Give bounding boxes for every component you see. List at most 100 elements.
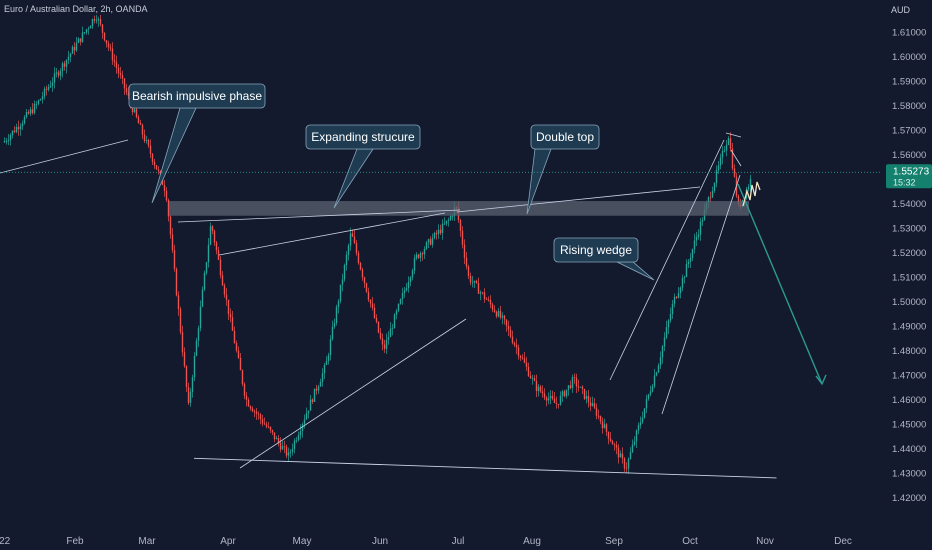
- candle-body: [301, 424, 304, 432]
- candle-body: [21, 123, 24, 127]
- candle-body: [539, 386, 542, 392]
- candle-body: [173, 250, 176, 269]
- double-top-line: [725, 132, 742, 138]
- candle-body: [23, 117, 26, 124]
- candle-body: [585, 395, 588, 399]
- trendlines-layer: [0, 132, 827, 479]
- candle-body: [295, 440, 298, 441]
- candle-body: [689, 257, 692, 262]
- candle-body: [719, 157, 722, 166]
- candle-body: [205, 262, 208, 273]
- candle-body: [189, 391, 192, 403]
- time-axis[interactable]: 2022 Feb Mar Apr May Jun Jul Aug Sep Oct Nov Dec: [0, 536, 852, 547]
- candle-body: [695, 236, 698, 241]
- candle-body: [117, 67, 120, 74]
- candle-body: [71, 46, 74, 54]
- candle-body: [391, 328, 394, 329]
- candle-body: [273, 432, 276, 440]
- candle-body: [533, 378, 536, 381]
- candle-body: [599, 416, 602, 422]
- candle-body: [461, 230, 464, 245]
- candle-body: [317, 386, 320, 391]
- candle-body: [421, 253, 424, 255]
- candle-body: [509, 329, 512, 337]
- candle-body: [15, 127, 18, 133]
- candle-body: [465, 257, 468, 267]
- candle-body: [19, 126, 22, 130]
- candle-body: [541, 391, 544, 394]
- candle-body: [661, 346, 664, 358]
- candle-body: [665, 327, 668, 338]
- candle-body: [165, 190, 168, 201]
- price-tick-label: 1.42000: [892, 493, 926, 504]
- candle-body: [479, 292, 482, 294]
- candle-body: [97, 19, 100, 21]
- candle-body: [595, 407, 598, 416]
- price-tick-label: 1.54000: [892, 199, 926, 210]
- candle-body: [37, 100, 40, 104]
- candle-body: [199, 306, 202, 329]
- candle-body: [653, 375, 656, 387]
- price-axis[interactable]: 1.61000 1.60000 1.59000 1.58000 1.57000 1.560…: [892, 28, 926, 505]
- candle-body: [211, 226, 214, 231]
- candle-body: [519, 355, 522, 358]
- candle-body: [451, 215, 454, 217]
- candle-body: [643, 408, 646, 418]
- candle-body: [697, 234, 700, 237]
- projection-arrow-head: [815, 374, 827, 386]
- candle-body: [5, 141, 8, 142]
- candle-body: [61, 63, 64, 71]
- candle-body: [153, 161, 156, 166]
- candle-body: [49, 85, 52, 88]
- candle-body: [209, 226, 212, 245]
- candle-body: [679, 287, 682, 294]
- candle-body: [387, 337, 390, 340]
- candle-body: [523, 358, 526, 363]
- candle-body: [217, 250, 220, 260]
- candle-body: [529, 376, 532, 379]
- candle-body: [347, 245, 350, 255]
- candle-body: [367, 291, 370, 300]
- candle-body: [485, 298, 488, 300]
- candle-body: [171, 234, 174, 251]
- candle-body: [385, 339, 388, 349]
- candle-body: [543, 393, 546, 398]
- candle-body: [55, 72, 58, 74]
- candle-body: [337, 301, 340, 308]
- candle-body: [403, 290, 406, 294]
- candle-body: [239, 357, 242, 371]
- candle-body: [637, 425, 640, 431]
- candle-body: [431, 238, 434, 245]
- candle-body: [511, 336, 514, 343]
- candle-body: [641, 417, 644, 423]
- candle-body: [445, 220, 448, 224]
- candle-body: [123, 78, 126, 89]
- candle-body: [359, 263, 362, 270]
- candle-body: [405, 288, 408, 291]
- time-tick-label: Feb: [66, 536, 84, 547]
- candle-body: [573, 377, 576, 378]
- candle-body: [417, 254, 420, 258]
- candle-body: [601, 421, 604, 429]
- candle-body: [215, 242, 218, 251]
- candle-body: [65, 59, 68, 67]
- candle-body: [433, 232, 436, 239]
- candle-body: [333, 323, 336, 327]
- candle-body: [619, 453, 622, 458]
- candle-body: [11, 130, 14, 136]
- candle-body: [141, 124, 144, 135]
- candle-body: [235, 343, 238, 351]
- candle-body: [195, 340, 198, 356]
- candle-body: [139, 123, 142, 125]
- candle-body: [713, 183, 716, 191]
- candle-body: [115, 62, 118, 68]
- candle-body: [579, 386, 582, 388]
- time-tick-label: Sep: [605, 536, 623, 547]
- callout-label: Expanding strucure: [311, 130, 415, 144]
- candle-body: [503, 315, 506, 320]
- candle-body: [371, 303, 374, 308]
- time-tick-label: Apr: [220, 536, 236, 547]
- candle-body: [85, 29, 88, 33]
- candle-body: [271, 430, 274, 433]
